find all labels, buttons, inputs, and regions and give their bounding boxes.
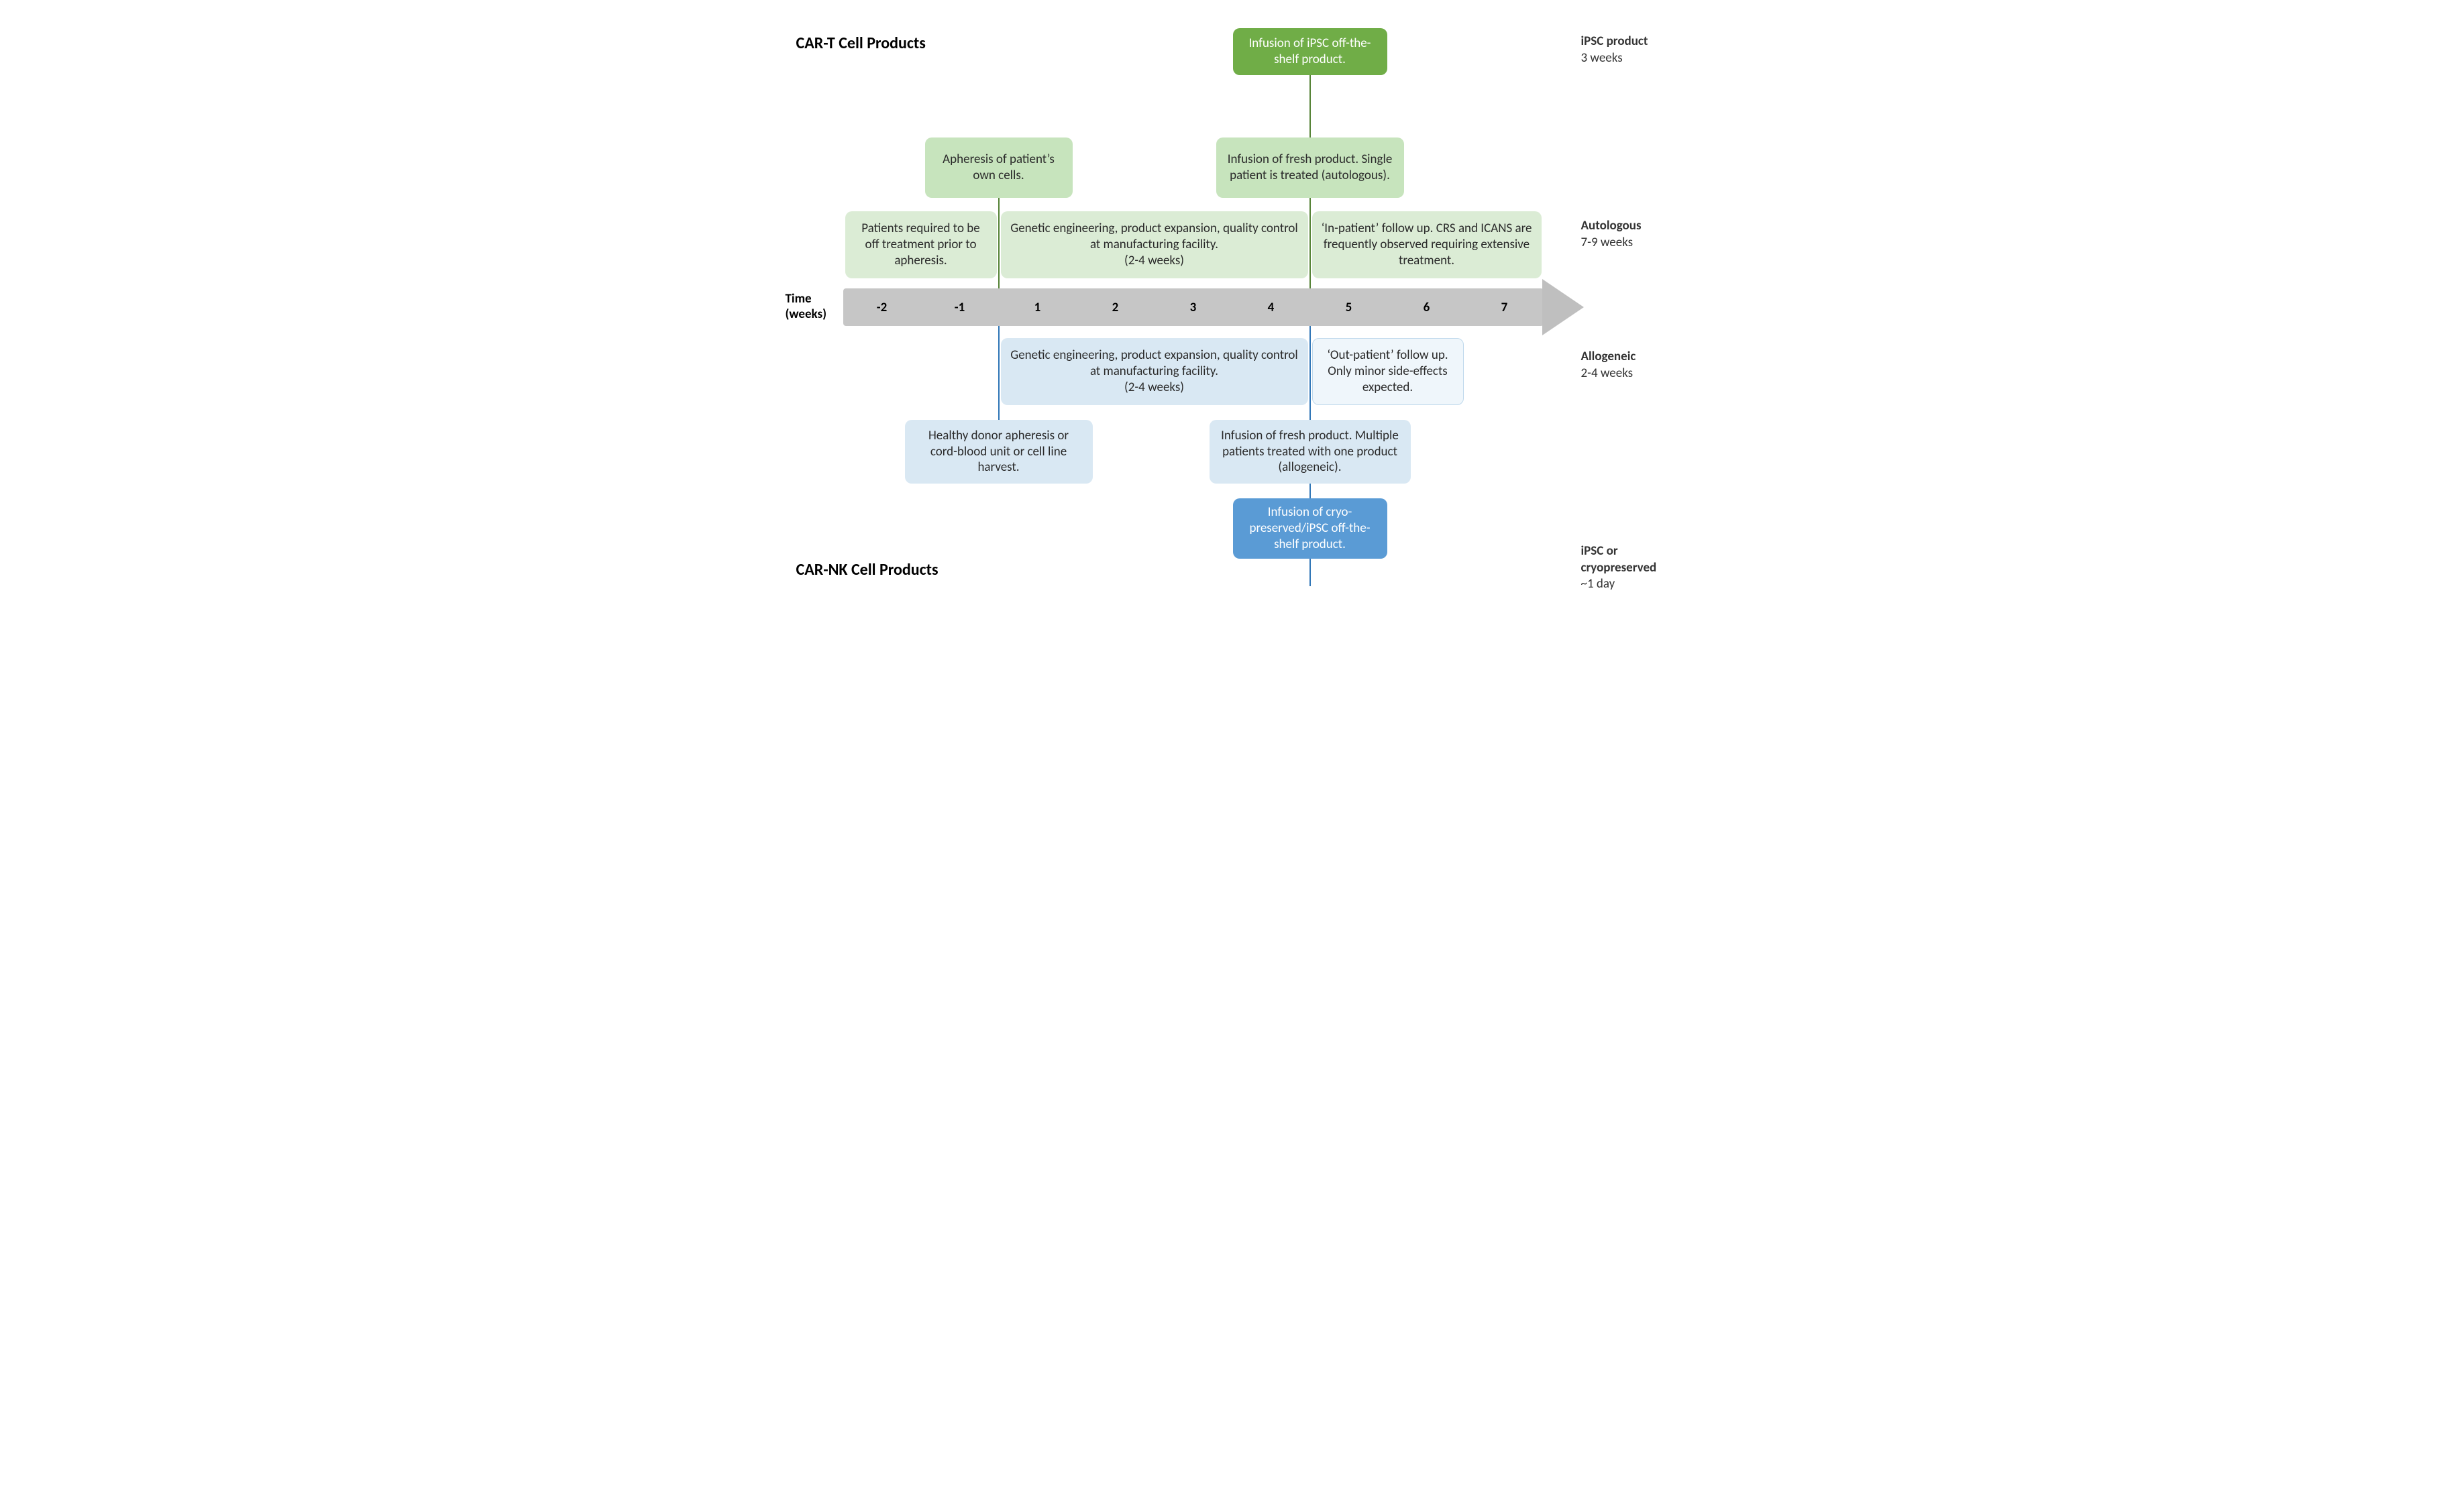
cart-pretreatment: Patients required to be off treatment pr…: [845, 211, 997, 278]
time-tick: 7: [1466, 288, 1544, 326]
carnk-manufacturing: Genetic engineering, product expansion, …: [1001, 338, 1308, 405]
cart-ipsc-infusion: Infusion of iPSC off-the-shelf product.: [1233, 28, 1387, 75]
side-label-ipsc-cryo: iPSC or cryopreserved~1 day: [1581, 543, 1682, 593]
time-tick: 1: [999, 288, 1077, 326]
time-tick: 2: [1077, 288, 1155, 326]
cart-apheresis: Apheresis of patient’s own cells.: [925, 137, 1073, 198]
cart-infusion-fresh: Infusion of fresh product. Single patien…: [1216, 137, 1404, 198]
time-tick: -2: [843, 288, 921, 326]
time-tick: 5: [1310, 288, 1388, 326]
carnk-donor-harvest: Healthy donor apheresis or cord-blood un…: [905, 420, 1093, 484]
side-label-autologous: Autologous7-9 weeks: [1581, 218, 1682, 251]
timeline-arrowhead: [1542, 279, 1585, 335]
time-tick: -1: [921, 288, 999, 326]
time-tick: 3: [1155, 288, 1232, 326]
title-car-t: CAR-T Cell Products: [796, 34, 926, 53]
time-axis-label: Time(weeks): [786, 291, 841, 322]
cart-followup: ‘In-patient’ follow up. CRS and ICANS ar…: [1312, 211, 1542, 278]
cart-manufacturing: Genetic engineering, product expansion, …: [1001, 211, 1308, 278]
title-car-nk: CAR-NK Cell Products: [796, 560, 939, 579]
side-label-allogeneic: Allogeneic2-4 weeks: [1581, 349, 1682, 382]
side-label-ipsc: iPSC product3 weeks: [1581, 34, 1682, 66]
time-tick: 4: [1232, 288, 1310, 326]
carnk-followup: ‘Out-patient’ follow up. Only minor side…: [1312, 338, 1464, 405]
time-tick: 6: [1388, 288, 1466, 326]
carnk-infusion-fresh: Infusion of fresh product. Multiple pati…: [1210, 420, 1411, 484]
carnk-ipsc-infusion: Infusion of cryo-preserved/iPSC off-the-…: [1233, 498, 1387, 559]
